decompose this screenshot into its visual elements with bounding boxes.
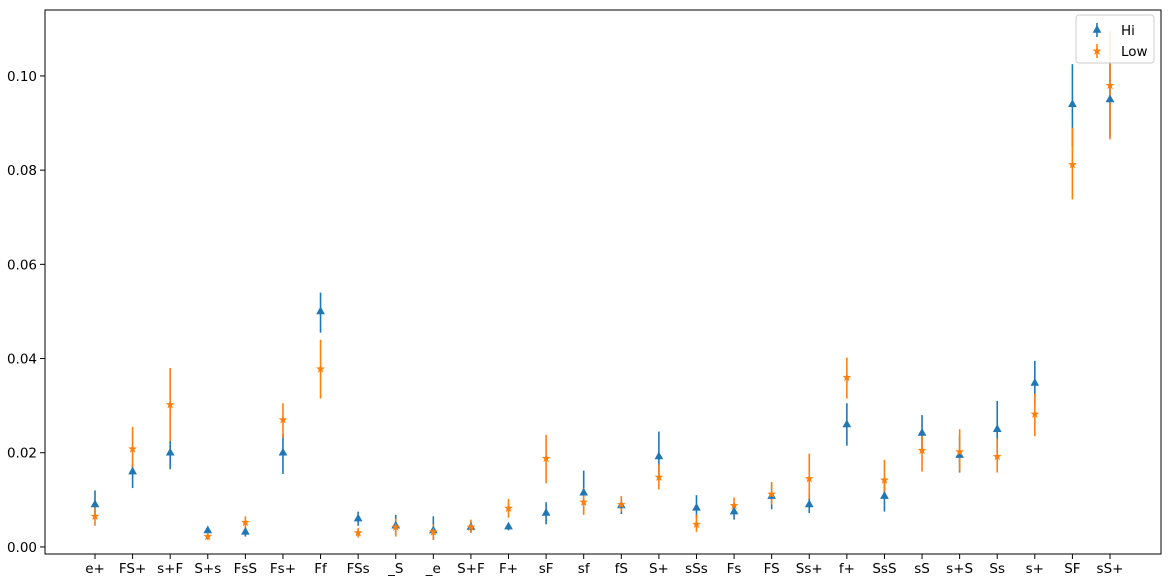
point-low [880,475,889,484]
point-hi [654,451,664,460]
x-tick-label: s+ [1026,561,1044,577]
y-axis: 0.00 0.02 0.04 0.06 0.08 0.10 [7,69,45,556]
point-hi [278,447,288,456]
legend-marker-hi [1092,25,1102,33]
point-hi [316,306,325,315]
point-hi [541,508,551,516]
x-tick-label: FSs [347,561,370,577]
x-tick-label: f+ [839,561,855,577]
point-hi [729,506,739,515]
x-tick-label: F+ [499,561,518,577]
x-tick-label: Fs+ [270,561,296,577]
point-hi [1068,99,1077,107]
x-tick-label: Ss+ [796,561,823,577]
point-low [353,528,363,537]
markers [90,80,1115,541]
point-low [165,400,175,409]
x-tick-label: Ss [989,561,1005,577]
x-tick-label: _S [387,561,403,577]
point-low [203,531,213,541]
legend-label-hi: Hi [1121,23,1135,39]
x-tick-label: sS+ [1097,561,1124,577]
point-low [428,527,438,536]
point-low [1105,80,1115,90]
point-hi [1030,378,1040,386]
point-hi [842,419,852,428]
point-low [504,503,513,513]
point-low [955,447,964,456]
y-tick-label: 0.02 [7,446,37,462]
x-tick-label: S+ [649,561,669,577]
point-hi [90,499,100,508]
x-tick-label: SsS [872,561,896,577]
point-hi [955,450,964,458]
point-hi [917,427,927,436]
x-tick-label: FS [764,561,780,577]
point-low [729,500,739,510]
point-hi [579,487,589,496]
point-low [804,474,814,483]
x-tick-label: Fs [727,561,742,577]
point-hi [203,525,213,534]
point-low [90,511,100,521]
point-low [391,522,401,531]
point-low [466,522,476,531]
point-low [316,364,325,373]
y-tick-label: 0.10 [7,69,37,85]
x-tick-label: S+F [457,561,485,577]
legend: Hi Low [1075,14,1155,64]
y-tick-label: 0.00 [7,540,37,556]
point-low [992,451,1002,461]
point-low [616,499,626,509]
x-tick-label: FsS [234,561,257,577]
point-hi [880,491,889,499]
x-tick-label: s+S [946,561,973,577]
point-low [241,517,250,527]
x-tick-label: SF [1064,561,1080,577]
plot-area [45,10,1161,554]
x-tick-label: sf [578,561,591,577]
x-tick-label: sF [539,561,554,577]
x-tick-label: fS [615,561,628,577]
x-tick-label: sS [914,561,930,577]
x-tick-label: Ff [314,561,328,577]
legend-marker-low [1092,46,1102,55]
point-hi [804,499,814,508]
point-low [654,472,664,481]
point-low [1068,159,1077,169]
x-tick-label: S+s [194,561,221,577]
y-tick-label: 0.04 [7,352,37,368]
legend-label-low: Low [1121,44,1148,60]
x-tick-label: s+F [157,561,183,577]
point-low [692,519,701,529]
point-low [917,445,927,455]
y-tick-label: 0.06 [7,257,37,273]
x-tick-label: e+ [85,561,105,577]
point-low [842,372,852,382]
point-low [541,453,551,463]
x-axis: e+ FS+ s+F S+s FsS Fs+ Ff FSs _S _e S+F F+ sF sf fS S+ s… [85,554,1123,577]
point-low [767,489,777,498]
plot-frame [44,9,1162,555]
x-tick-label: sSs [685,561,708,577]
x-tick-label: _e [425,561,441,577]
point-low [278,415,288,424]
x-tick-label: FS+ [119,561,146,577]
point-hi [241,526,250,535]
point-hi [692,502,701,511]
point-low [128,444,137,453]
point-hi [128,466,137,475]
point-low [1030,409,1040,418]
point-hi [165,447,175,456]
point-hi [353,513,363,522]
point-hi [1105,94,1115,103]
point-hi [992,424,1002,432]
point-hi [504,521,513,530]
y-tick-label: 0.08 [7,163,37,179]
point-low [579,497,589,506]
